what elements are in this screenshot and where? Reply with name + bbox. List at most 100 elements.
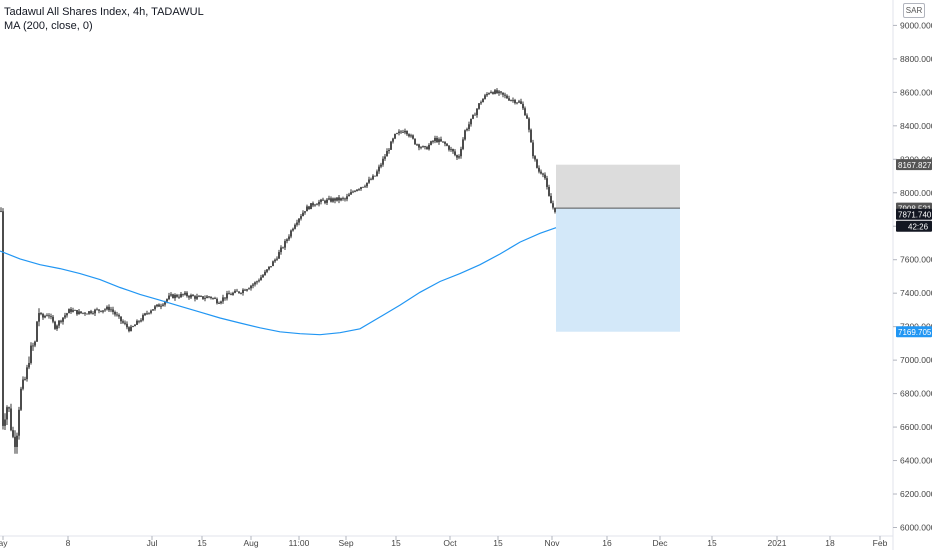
candle-body [126,323,128,328]
candle-body [188,296,190,298]
candle-body [52,316,54,322]
currency-button[interactable]: SAR [903,3,925,18]
y-tick-label: 8000.000 [900,188,932,198]
candle-body [118,315,120,317]
candle-body [352,191,354,193]
x-tick-label: 18 [825,538,835,548]
candle-body [506,95,508,99]
candle-body [180,293,182,298]
candle-body [218,303,220,305]
candle-body [336,197,338,201]
candle-body [34,341,36,346]
candle-body [232,292,234,295]
candle-body [520,101,522,104]
candle-body [164,301,166,305]
candle-body [484,95,486,99]
stop-loss-zone[interactable] [556,164,680,209]
candle-body [450,148,452,150]
candle-body [410,135,412,137]
candle-body [202,296,204,299]
candle-body [528,118,530,130]
candle-body [540,171,542,174]
candle-body [88,311,90,314]
x-tick-label: 8 [66,538,71,548]
candle-body [374,175,376,177]
candle-body [344,198,346,200]
candle-body [458,156,460,158]
candle-body [322,199,324,201]
candle-body [300,216,302,219]
candle-body [306,206,308,212]
candle-body [210,296,212,299]
candle-body [60,320,62,322]
candle-body [514,99,516,104]
candle-body [518,101,520,103]
candle-body [136,320,138,325]
candle-body [466,129,468,131]
candle-body [254,282,256,285]
ma-200-line[interactable] [0,227,557,336]
candle-body [478,103,480,109]
take-profit-zone[interactable] [556,208,680,332]
candle-body [98,309,100,311]
candle-body [394,133,396,139]
candle-body [316,204,318,206]
candle-body [80,311,82,314]
candle-body [204,298,206,299]
candle-body [396,133,398,134]
candle-body [552,203,554,208]
last-price-label-bg [896,208,932,220]
candle-body [30,345,32,363]
candle-body [370,179,372,181]
x-tick-label: ay [0,538,8,548]
candle-body [454,151,456,156]
candle-body [46,315,48,317]
candle-body [292,228,294,231]
candle-body [196,296,198,299]
candle-body [476,108,478,116]
candle-body [124,322,126,324]
candle-body [416,144,418,146]
candle-body [156,304,158,307]
candle-body [314,204,316,206]
candle-body [492,92,494,94]
candle-body [326,199,328,203]
candle-body [482,98,484,103]
candle-body [398,131,400,134]
candle-body [384,156,386,159]
x-tick-label: 15 [391,538,401,548]
candle-body [276,258,278,260]
candle-body [40,313,42,315]
candle-body [86,313,88,315]
candle-body [102,310,104,312]
candle-body [252,284,254,286]
x-tick-label: Feb [873,538,888,548]
candle-body [280,247,282,253]
candle-body [22,379,24,389]
candle-body [248,288,250,290]
candle-body [546,178,548,187]
candle-body [48,315,50,317]
candle-body [96,309,98,311]
bar-countdown-label: 42:26 [908,223,929,232]
candle-body [262,275,264,278]
stop-price-label: 8167.827 [898,161,932,170]
candle-body [372,175,374,180]
candle-body [70,309,72,312]
candle-body [92,313,94,315]
candle-body [170,294,172,296]
stop-price-label-bg [896,159,932,171]
x-tick-label: 16 [602,538,612,548]
x-tick-label: Aug [243,538,258,548]
candle-body [14,436,16,447]
candle-body [142,315,144,321]
candle-body [502,92,504,95]
y-tick-label: 7600.000 [900,255,932,265]
candle-body [440,139,442,142]
candle-body [6,407,8,420]
candle-body [448,145,450,150]
candle-body [286,239,288,242]
y-tick-label: 6000.000 [900,522,932,532]
